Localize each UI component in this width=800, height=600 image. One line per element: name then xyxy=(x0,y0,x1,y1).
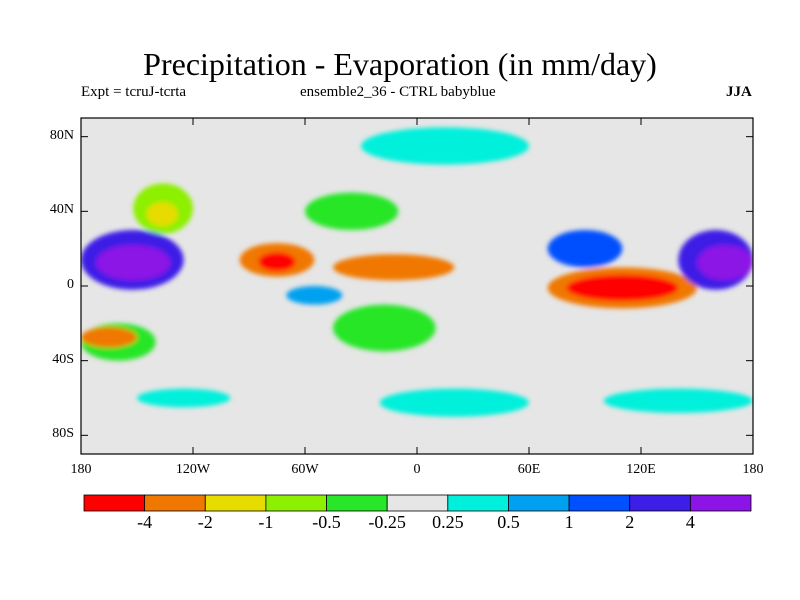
region-west-pacific-core xyxy=(697,244,753,281)
colorbar-swatch xyxy=(447,494,509,512)
region-south-pacific-dry xyxy=(81,327,137,348)
colorbar-swatch xyxy=(629,494,691,512)
colorbar-label: 0.5 xyxy=(497,512,520,532)
y-tick-label: 80S xyxy=(52,426,74,442)
colorbar-label: -0.5 xyxy=(312,512,341,532)
region-southern-ocean-cyan-3 xyxy=(137,388,231,408)
colorbar-label: -0.25 xyxy=(368,512,406,532)
x-tick-label: 60E xyxy=(517,462,541,477)
y-tick-label: 40S xyxy=(52,351,74,367)
y-tick-label: 80N xyxy=(49,127,74,143)
x-tick-label: 180 xyxy=(70,462,92,477)
region-southern-ocean-cyan-2 xyxy=(603,388,753,413)
season-label: JJA xyxy=(726,84,752,100)
colorbar-swatch xyxy=(83,494,146,512)
region-east-pacific-core xyxy=(95,244,171,281)
colorbar-label: -2 xyxy=(197,512,213,532)
colorbar-label: 1 xyxy=(564,512,574,532)
experiment-label: Expt = tcruJ-tcrta xyxy=(81,84,187,100)
colorbar-label: 0.25 xyxy=(432,512,464,532)
colorbar-swatch xyxy=(508,494,570,512)
region-south-atlantic-green xyxy=(333,304,436,352)
x-tick-label: 120W xyxy=(175,462,211,477)
colorbar-label: -4 xyxy=(137,512,153,532)
region-india-blue xyxy=(547,230,623,268)
colorbar-swatch xyxy=(204,494,267,512)
x-tick-label: 180 xyxy=(742,462,764,477)
y-tick-label: 40N xyxy=(49,202,74,218)
region-tropical-atlantic-dry xyxy=(333,254,455,281)
colorbar-swatch xyxy=(386,494,449,512)
region-arctic-cyan xyxy=(361,127,529,165)
colorbar-label: 4 xyxy=(685,512,695,532)
region-amazon-blue xyxy=(286,286,343,305)
x-tick-label: 0 xyxy=(413,462,421,477)
region-north-atlantic-green xyxy=(305,192,399,230)
region-maritime-continent-core xyxy=(566,274,679,301)
colorbar-swatch xyxy=(568,494,631,512)
x-tick-label: 120E xyxy=(626,462,656,477)
ensemble-label: ensemble2_36 - CTRL babyblue xyxy=(300,84,496,100)
x-tick-label: 60W xyxy=(291,462,319,477)
colorbar-swatch xyxy=(144,494,206,512)
y-tick-label: 0 xyxy=(67,277,74,292)
chart-title: Precipitation - Evaporation (in mm/day) xyxy=(143,46,657,82)
colorbar-swatch xyxy=(326,494,388,512)
region-caribbean-core xyxy=(258,252,296,272)
region-southern-ocean-cyan-1 xyxy=(379,388,529,417)
colorbar-label: -1 xyxy=(258,512,274,532)
region-ne-pacific-yellow xyxy=(146,202,179,227)
colorbar-swatch xyxy=(265,494,327,512)
colorbar-label: 2 xyxy=(625,512,635,532)
colorbar-swatch xyxy=(689,494,752,512)
